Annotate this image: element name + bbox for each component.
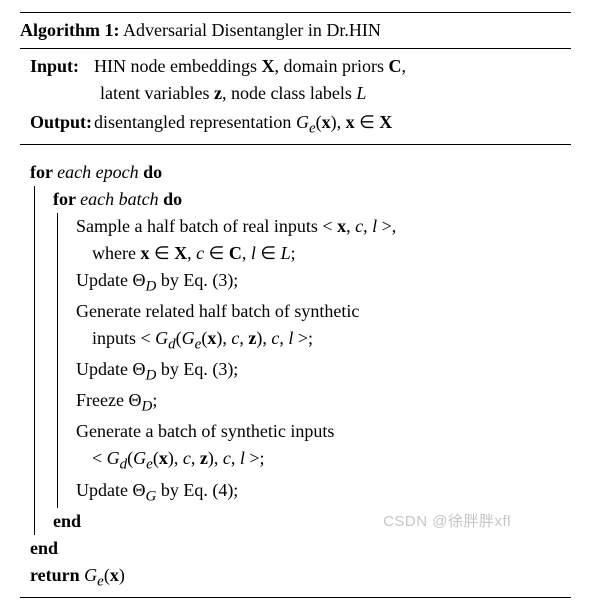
for-keyword: for (30, 162, 53, 182)
output-text: disentangled representation Ge(x), x ∈ X (94, 109, 571, 140)
algorithm-name: Adversarial Disentangler in Dr.HIN (123, 20, 381, 40)
stmt-update-d2: Update ΘD by Eq. (3); (76, 356, 571, 387)
stmt-freeze: Freeze ΘD; (76, 387, 571, 418)
input-text-2: latent variables z, node class labels L (100, 80, 571, 107)
algorithm-number: Algorithm 1: (20, 20, 119, 40)
for-iter: each batch (80, 189, 158, 209)
title-rule (20, 48, 571, 49)
outer-body: for each batch do Sample a half batch of… (34, 186, 571, 535)
stmt-sample: Sample a half batch of real inputs < x, … (76, 213, 571, 240)
input-label: Input: (30, 53, 94, 80)
stmt-sample-where: where x ∈ X, c ∈ C, l ∈ L; (76, 240, 571, 267)
top-rule (20, 12, 571, 13)
stmt-gen1: Generate related half batch of synthetic (76, 298, 571, 325)
output-label: Output: (30, 109, 94, 140)
stmt-gen2: Generate a batch of synthetic inputs (76, 418, 571, 445)
outer-for-head: for each epoch do (30, 159, 571, 186)
stmt-gen1-inputs: inputs < Gd(Ge(x), c, z), c, l >; (76, 325, 571, 356)
stmt-update-g: Update ΘG by Eq. (4); (76, 477, 571, 508)
for-keyword: for (53, 189, 76, 209)
return-line: return Ge(x) (30, 562, 571, 593)
return-keyword: return (30, 565, 80, 585)
do-keyword: do (143, 162, 162, 182)
input-block: Input: HIN node embeddings X, domain pri… (30, 53, 571, 107)
stmt-update-d1: Update ΘD by Eq. (3); (76, 267, 571, 298)
inner-for: for each batch do Sample a half batch of… (53, 186, 571, 535)
algorithm-title: Algorithm 1: Adversarial Disentangler in… (20, 17, 571, 44)
stmt-gen2-inputs: < Gd(Ge(x), c, z), c, l >; (76, 445, 571, 476)
for-iter: each epoch (57, 162, 138, 182)
do-keyword: do (163, 189, 182, 209)
outer-end: end (30, 535, 571, 562)
outer-for: for each epoch do for each batch do Samp… (30, 159, 571, 562)
inner-end: end (53, 508, 571, 535)
inner-for-head: for each batch do (53, 186, 571, 213)
input-text-1: HIN node embeddings X, domain priors C, (94, 53, 571, 80)
output-block: Output: disentangled representation Ge(x… (30, 109, 571, 140)
return-expr: Ge(x) (84, 565, 125, 585)
algorithm-body: for each epoch do for each batch do Samp… (30, 159, 571, 593)
io-rule (20, 144, 571, 145)
inner-body: Sample a half batch of real inputs < x, … (57, 213, 571, 508)
bottom-rule (20, 597, 571, 598)
